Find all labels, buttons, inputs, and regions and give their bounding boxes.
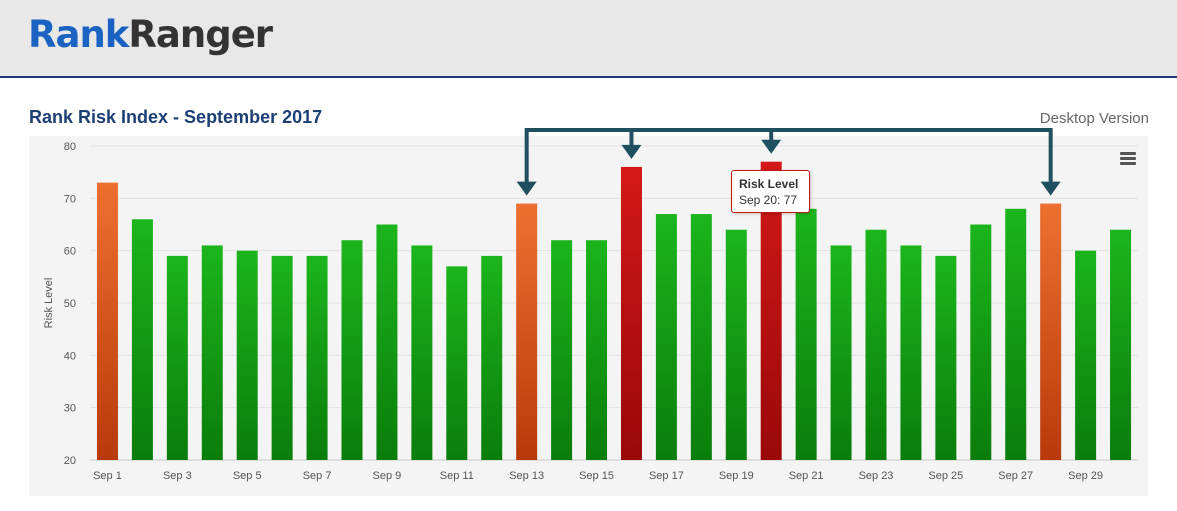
- logo-part-ranger: Ranger: [128, 13, 273, 56]
- bar-sep-29: [1075, 250, 1097, 460]
- y-tick-label: 30: [64, 403, 76, 415]
- bar-sep-27: [1005, 208, 1027, 460]
- x-tick-label: Sep 21: [789, 470, 824, 482]
- hamburger-line-icon: [1120, 162, 1136, 165]
- bar-sep-5: [236, 250, 258, 460]
- x-tick-label: Sep 19: [719, 470, 754, 482]
- bar-sep-23: [865, 229, 887, 460]
- y-tick-label: 40: [64, 350, 76, 362]
- x-tick-label: Sep 13: [509, 470, 544, 482]
- annotation-arrowhead-icon: [1040, 181, 1061, 196]
- x-tick-label: Sep 7: [303, 470, 332, 482]
- annotation-arrowhead-icon: [761, 139, 782, 154]
- tooltip-value: Sep 20: 77: [739, 193, 798, 207]
- bar-sep-24: [900, 245, 922, 460]
- bar-sep-26: [970, 224, 992, 460]
- tooltip-title: Risk Level: [739, 177, 799, 191]
- x-tick-label: Sep 5: [233, 470, 262, 482]
- bar-sep-19: [725, 229, 747, 460]
- bar-sep-20: [760, 161, 782, 460]
- y-tick-label: 50: [64, 298, 76, 310]
- bar-sep-6: [271, 255, 293, 460]
- x-tick-label: Sep 9: [373, 470, 402, 482]
- bar-sep-3: [166, 255, 188, 460]
- logo-part-rank: Rank: [28, 13, 129, 56]
- y-tick-label: 60: [64, 246, 76, 258]
- bar-tooltip: Risk Level Sep 20: 77: [731, 170, 810, 213]
- bar-sep-11: [446, 266, 468, 460]
- hamburger-line-icon: [1120, 152, 1136, 155]
- bar-sep-21: [795, 208, 817, 460]
- chart-title: Rank Risk Index - September 2017: [29, 107, 323, 127]
- bar-sep-16: [620, 166, 642, 460]
- annotation-arrowhead-icon: [516, 181, 537, 196]
- site-header: RankRanger: [0, 0, 1177, 78]
- x-tick-label: Sep 17: [649, 470, 684, 482]
- bar-sep-7: [306, 255, 328, 460]
- y-tick-label: 80: [64, 141, 76, 153]
- x-tick-label: Sep 27: [998, 470, 1033, 482]
- bar-sep-30: [1110, 229, 1132, 460]
- x-tick-label: Sep 15: [579, 470, 614, 482]
- bar-sep-13: [516, 203, 538, 461]
- x-tick-label: Sep 29: [1068, 470, 1103, 482]
- y-tick-label: 70: [64, 193, 76, 205]
- x-tick-label: Sep 23: [859, 470, 894, 482]
- bar-sep-1: [96, 182, 118, 460]
- x-tick-label: Sep 3: [163, 470, 192, 482]
- bar-sep-18: [690, 214, 712, 460]
- y-tick-label: 20: [64, 455, 76, 467]
- bar-sep-22: [830, 245, 852, 460]
- bar-sep-28: [1040, 203, 1062, 461]
- bar-sep-12: [481, 255, 503, 460]
- bar-sep-10: [411, 245, 433, 460]
- x-tick-label: Sep 25: [928, 470, 963, 482]
- x-tick-label: Sep 11: [440, 470, 474, 482]
- bar-sep-9: [376, 224, 398, 460]
- y-axis-title: Risk Level: [43, 278, 55, 329]
- desktop-version-label: Desktop Version: [1039, 110, 1149, 127]
- rankranger-logo[interactable]: RankRanger: [28, 13, 273, 56]
- bar-sep-25: [935, 255, 957, 460]
- annotation-arrowhead-icon: [621, 144, 642, 159]
- bar-sep-4: [201, 245, 223, 460]
- bar-sep-8: [341, 240, 363, 460]
- bar-sep-2: [131, 219, 153, 460]
- bar-sep-17: [655, 214, 677, 460]
- bar-sep-14: [551, 240, 573, 460]
- bar-sep-15: [586, 240, 608, 460]
- x-tick-label: Sep 1: [93, 470, 122, 482]
- hamburger-line-icon: [1120, 157, 1136, 160]
- chart-menu-button[interactable]: [1116, 147, 1140, 169]
